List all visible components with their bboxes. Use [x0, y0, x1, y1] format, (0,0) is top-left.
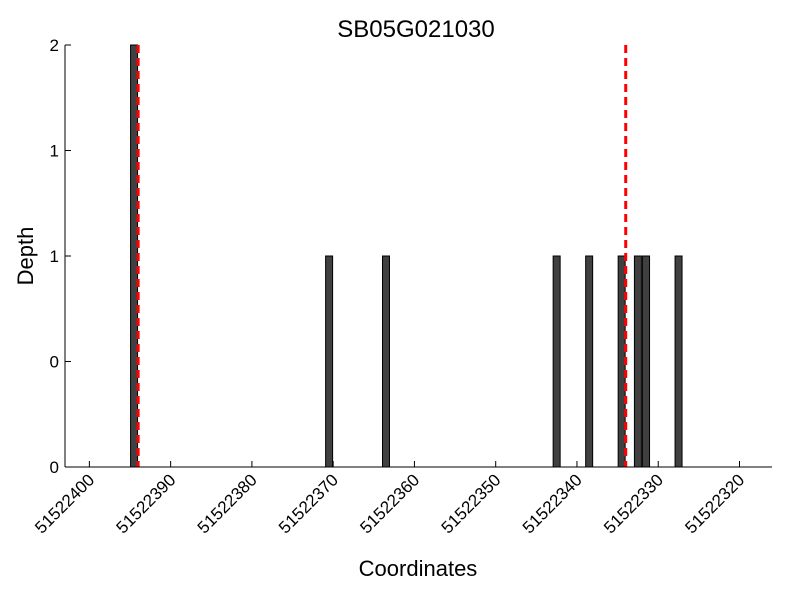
bar-1	[325, 255, 334, 468]
bar-6	[633, 255, 642, 468]
reference-lines-layer	[136, 45, 628, 467]
x-tick-label-7: 51522330	[600, 470, 667, 537]
y-tick-label-1: 0	[50, 353, 59, 372]
bars-layer	[130, 44, 683, 468]
bar-4	[585, 255, 594, 468]
x-tick-label-5: 51522350	[438, 470, 505, 537]
x-tick-label-2: 51522380	[194, 470, 261, 537]
x-tick-label-6: 51522340	[519, 470, 586, 537]
bar-0	[130, 44, 139, 468]
y-tick-label-4: 2	[50, 36, 59, 55]
chart-title: SB05G021030	[337, 16, 494, 43]
y-tick-label-0: 0	[50, 458, 59, 477]
y-axis-label: Depth	[13, 227, 38, 286]
bar-2	[381, 255, 390, 468]
x-tick-label-1: 51522390	[113, 470, 180, 537]
x-tick-label-3: 51522370	[275, 470, 342, 537]
x-axis-label: Coordinates	[359, 556, 478, 581]
y-tick-label-3: 1	[50, 142, 59, 161]
x-tick-label-8: 51522320	[681, 470, 748, 537]
bar-5	[617, 255, 626, 468]
bar-3	[552, 255, 561, 468]
bar-7	[642, 255, 651, 468]
bar-8	[674, 255, 683, 468]
x-tick-label-0: 51522400	[31, 470, 98, 537]
y-tick-label-2: 1	[50, 247, 59, 266]
x-tick-label-4: 51522360	[356, 470, 423, 537]
